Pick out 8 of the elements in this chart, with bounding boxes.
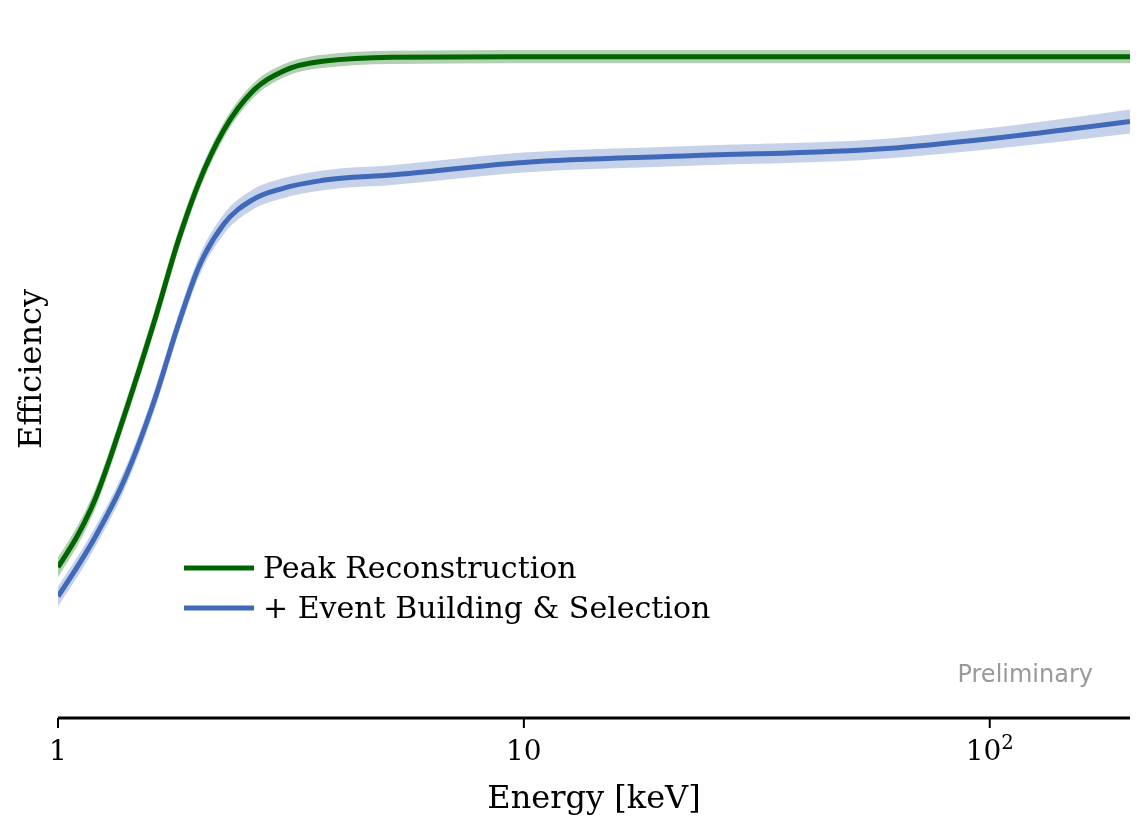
legend-label: + Event Building & Selection	[263, 589, 711, 627]
x-axis-title: Energy [keV]	[487, 778, 701, 816]
annotation: Preliminary	[957, 660, 1093, 688]
x-tick-label: 1	[49, 734, 67, 767]
y-axis-title: Efficiency	[11, 288, 49, 450]
x-tick-label: 10	[506, 734, 542, 767]
legend-label: Peak Reconstruction	[263, 549, 577, 587]
x-tick-label: 10$^{2}$	[965, 730, 1014, 767]
